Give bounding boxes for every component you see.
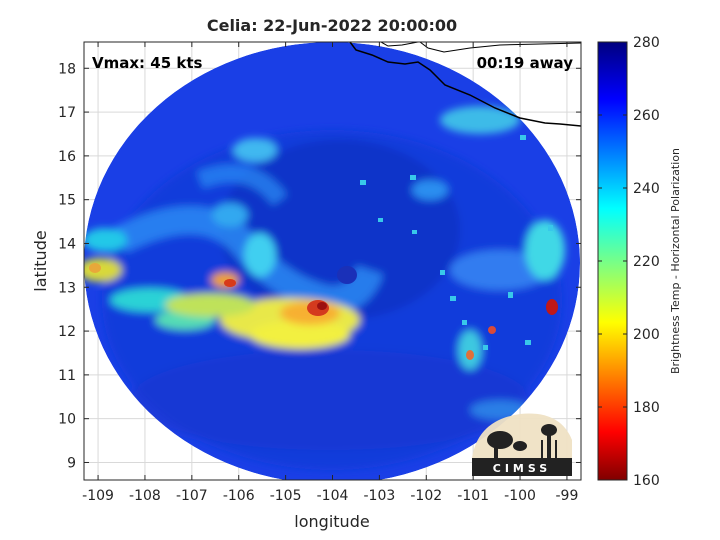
x-tick-label: -108: [129, 488, 161, 504]
x-axis-label: longitude: [294, 512, 369, 531]
y-axis-label: latitude: [31, 230, 50, 291]
y-tick-label: 17: [58, 105, 76, 121]
colorbar-tick-label: 160: [633, 473, 660, 489]
y-tick-label: 15: [58, 193, 76, 209]
colorbar: [597, 41, 628, 481]
time-offset-annotation: 00:19 away: [477, 54, 574, 72]
x-tick-label: -107: [176, 488, 208, 504]
cimss-logo: CIMSS: [472, 413, 572, 476]
logo-text: CIMSS: [493, 462, 551, 475]
coastline: [349, 42, 581, 127]
x-tick-label: -103: [363, 488, 395, 504]
y-tick-label: 18: [58, 61, 76, 77]
x-tick-label: -99: [555, 488, 578, 504]
y-tick-label: 13: [58, 280, 76, 296]
chart-title: Celia: 22-Jun-2022 20:00:00: [207, 16, 457, 35]
x-tick-label: -104: [317, 488, 349, 504]
x-tick-label: -105: [270, 488, 302, 504]
vmax-annotation: Vmax: 45 kts: [92, 54, 202, 72]
colorbar-tick-label: 200: [633, 327, 660, 343]
y-tick-label: 9: [67, 455, 76, 471]
colorbar-tick-label: 260: [633, 108, 660, 124]
y-axis: 9 10 11 12 13 14 15 16 17 18: [58, 61, 581, 471]
colorbar-tick-label: 240: [633, 181, 660, 197]
x-tick-label: -109: [82, 488, 114, 504]
y-tick-label: 11: [58, 368, 76, 384]
y-tick-label: 10: [58, 412, 76, 428]
x-tick-label: -101: [457, 488, 489, 504]
swath-image: [84, 42, 580, 480]
colorbar-ticks: 160 180 200 220 240 260 280: [598, 35, 660, 489]
x-tick-label: -106: [223, 488, 255, 504]
y-tick-label: 16: [58, 149, 76, 165]
colorbar-tick-label: 280: [633, 35, 660, 51]
colorbar-label: Brightness Temp - Horizontal Polarizatio…: [669, 148, 682, 374]
x-tick-label: -100: [504, 488, 536, 504]
x-axis: -109 -108 -107 -106 -105 -104 -103 -102 -101 -100…: [82, 42, 578, 504]
y-tick-label: 12: [58, 324, 76, 340]
x-tick-label: -102: [410, 488, 442, 504]
colorbar-tick-label: 180: [633, 400, 660, 416]
y-tick-label: 14: [58, 236, 76, 252]
colorbar-tick-label: 220: [633, 254, 660, 270]
